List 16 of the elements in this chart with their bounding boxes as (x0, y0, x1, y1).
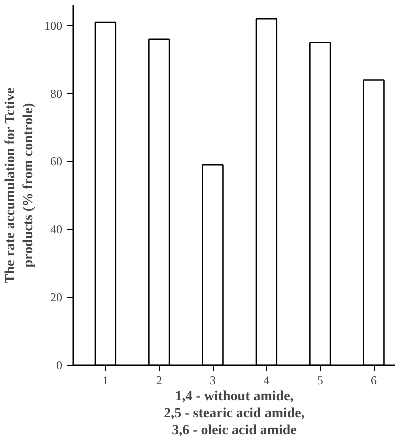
x-tick-label: 1 (102, 374, 109, 388)
y-tick-label: 20 (50, 290, 62, 305)
x-tick-label: 2 (156, 374, 162, 388)
x-tick-label: 6 (371, 374, 378, 388)
y-axis-title: The rate accumulation for Tctive products (% from controle) (4, 88, 36, 284)
y-tick-label: 0 (56, 358, 62, 372)
x-tick-label: 3 (210, 374, 216, 388)
y-tick-label: 60 (50, 154, 62, 169)
y-tick-label: 100 (44, 18, 62, 33)
text: 1,4 - without amide, (175, 390, 294, 404)
x-tick-label: 5 (317, 374, 324, 388)
text: 2,5 - stearic acid amide, (164, 406, 305, 422)
x-tick-label: 4 (264, 374, 270, 388)
y-tick-label: 80 (50, 86, 62, 101)
text: 3,6 - oleic acid amide (172, 424, 297, 438)
y-tick-label: 40 (50, 222, 62, 237)
